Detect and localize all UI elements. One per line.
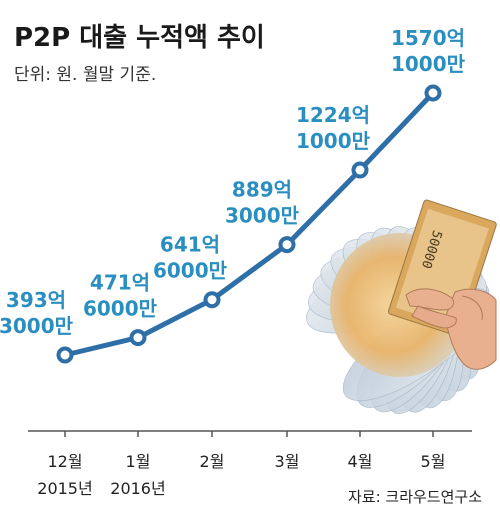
x-year-label: 2016년 (110, 479, 165, 498)
data-label-remainder: 3000만 (0, 314, 74, 338)
x-tick-label: 2월 (200, 452, 225, 471)
source-note: 자료: 크라우드연구소 (348, 488, 482, 506)
banknote-fan-icon: 50000 (306, 199, 497, 414)
data-label-amount: 1570억 (391, 26, 465, 50)
data-labels: 393억3000만471억6000만641억6000만889억3000만1224… (0, 26, 466, 338)
x-tick-label: 1월 (126, 452, 151, 471)
x-tick-labels: 12월 2015년 1월 2016년 2월 3월 4월 5월 (37, 452, 445, 498)
data-label-amount: 889억 (232, 178, 292, 202)
data-point (424, 84, 442, 102)
chart-subtitle: 단위: 원. 월말 기준. (14, 65, 156, 85)
data-label-remainder: 1000만 (296, 129, 371, 153)
data-label-amount: 1224억 (296, 103, 370, 127)
data-label-remainder: 1000만 (391, 52, 466, 76)
data-label-remainder: 6000만 (153, 259, 228, 283)
series-line (62, 90, 436, 358)
data-point (351, 161, 369, 179)
x-tick-label: 3월 (275, 452, 300, 471)
data-label-amount: 471억 (90, 271, 150, 295)
data-label-remainder: 6000만 (83, 297, 158, 321)
data-points (56, 84, 442, 364)
x-axis (28, 430, 472, 437)
x-tick-label: 4월 (348, 452, 373, 471)
data-label-amount: 393억 (6, 288, 66, 312)
chart-title: P2P 대출 누적액 추이 (14, 23, 265, 53)
data-point (129, 329, 147, 347)
data-point (56, 346, 74, 364)
x-tick-label: 5월 (421, 452, 446, 471)
data-label-remainder: 3000만 (225, 204, 300, 228)
hand-icon (405, 288, 497, 370)
x-tick-label: 12월 (47, 452, 82, 471)
data-point (203, 291, 221, 309)
x-year-label: 2015년 (37, 479, 92, 498)
data-label-amount: 641억 (160, 233, 220, 257)
data-point (278, 236, 296, 254)
